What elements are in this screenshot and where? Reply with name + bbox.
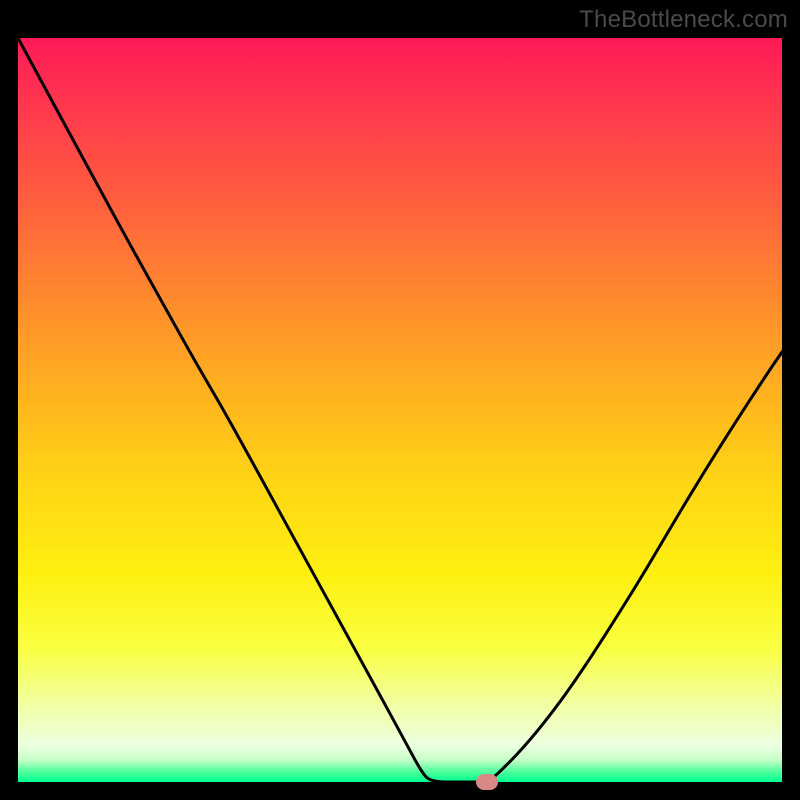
watermark-text: TheBottleneck.com [579,6,788,34]
chart-gradient-background [18,38,782,782]
optimum-marker [476,774,498,790]
